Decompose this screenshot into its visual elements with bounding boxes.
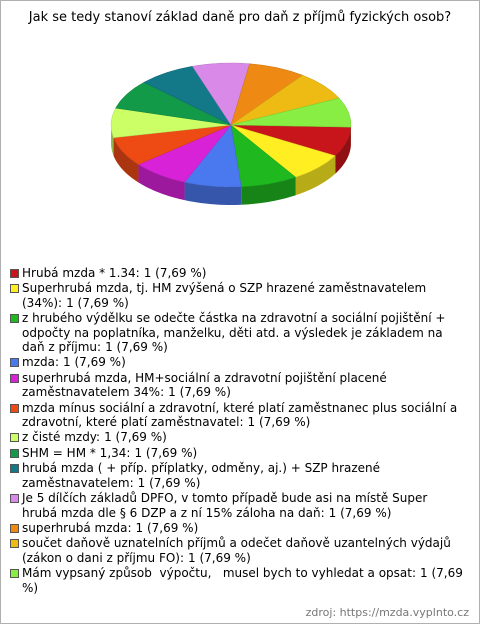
legend-swatch (10, 314, 19, 324)
pie-chart (110, 62, 352, 205)
legend-swatch (10, 284, 19, 294)
legend-item: superhrubá mzda, HM+sociální a zdravotní… (10, 371, 465, 400)
chart-title: Jak se tedy stanoví základ daně pro daň … (28, 10, 452, 25)
legend-item: mzda: 1 (7,69 %) (10, 355, 465, 369)
legend-swatch (10, 448, 19, 458)
legend-swatch (10, 373, 19, 383)
slice-side (113, 137, 139, 183)
legend-label: superhrubá mzda: (22, 520, 132, 535)
legend-value: 1 (7,69 %) (247, 415, 311, 430)
legend-item: Mám vypsaný způsob výpočtu, musel bych t… (10, 566, 465, 595)
slice-side (138, 164, 185, 201)
legend-swatch (10, 269, 19, 278)
legend-item: z čisté mzdy: 1 (7,69 %) (10, 430, 465, 444)
legend-label: mzda: (22, 355, 60, 370)
legend-label: SHM = HM * 1,34: (22, 445, 131, 460)
slice-side (111, 125, 114, 156)
slice-side (295, 155, 336, 196)
legend-label: součet daňově uznatelních příjmů a odeče… (22, 536, 455, 565)
legend-value: 1 (7,69 %) (22, 566, 467, 595)
slice (230, 97, 352, 128)
legend-item: Hrubá mzda * 1.34: 1 (7,69 %) (10, 266, 465, 280)
legend-item: z hrubého výdělku se odečte částka na zd… (10, 311, 465, 354)
legend-value: 1 (7,69 %) (137, 475, 201, 490)
legend-swatch (10, 539, 19, 549)
legend-value: 1 (7,69 %) (143, 266, 207, 280)
legend-item: součet daňově uznatelních příjmů a odeče… (10, 536, 465, 565)
slice-sides (111, 125, 351, 205)
legend-label: Je 5 dílčích základů DPFO, v tomto přípa… (22, 491, 432, 520)
legend-label: z čisté mzdy: (22, 430, 101, 445)
legend: Hrubá mzda * 1.34: 1 (7,69 %) Superhrubá m… (10, 266, 465, 596)
legend-value: 1 (7,69 %) (66, 295, 129, 310)
legend-label: Mám vypsaný způsob výpočtu, musel bych t… (22, 566, 417, 581)
slice-side (241, 177, 296, 205)
legend-swatch (10, 358, 19, 368)
legend-value: 1 (7,69 %) (63, 355, 126, 370)
legend-value: 1 (7,69 %) (105, 340, 168, 355)
legend-value: 1 (7,69 %) (168, 385, 231, 400)
legend-swatch (10, 523, 19, 533)
legend-value: 1 (7,69 %) (328, 505, 392, 520)
legend-swatch (10, 464, 19, 474)
legend-value: 1 (7,69 %) (104, 430, 167, 445)
legend-item: hrubá mzda ( + příp. příplatky, odměny, … (10, 461, 465, 490)
slice-side (184, 182, 242, 205)
legend-label: hrubá mzda ( + příp. příplatky, odměny, … (22, 461, 384, 490)
legend-swatch (10, 433, 19, 443)
legend-swatch (10, 403, 19, 413)
legend-value: 1 (7,69 %) (134, 445, 198, 460)
legend-item: superhrubá mzda: 1 (7,69 %) (10, 521, 465, 535)
legend-item: mzda mínus sociální a zdravotní, které p… (10, 401, 465, 430)
legend-label: superhrubá mzda, HM+sociální a zdravotní… (22, 370, 391, 400)
legend-label: mzda mínus sociální a zdravotní, které p… (22, 400, 462, 430)
legend-label: z hrubého výdělku se odečte částka na zd… (22, 311, 450, 355)
source: zdroj: https://mzda.vyplnto.cz (305, 606, 469, 619)
legend-item: SHM = HM * 1,34: 1 (7,69 %) (10, 446, 465, 460)
legend-label: Hrubá mzda * 1.34: (22, 266, 140, 280)
legend-value: 1 (7,69 %) (135, 520, 199, 535)
legend-label: Superhrubá mzda, tj. HM zvýšená o SZP hr… (22, 281, 431, 310)
legend-swatch (10, 494, 19, 504)
legend-value: 1 (7,69 %) (188, 550, 251, 565)
legend-swatch (10, 569, 19, 579)
slice-side (335, 127, 351, 174)
legend-item: Superhrubá mzda, tj. HM zvýšená o SZP hr… (10, 281, 465, 310)
legend-item: Je 5 dílčích základů DPFO, v tomto přípa… (10, 491, 465, 520)
